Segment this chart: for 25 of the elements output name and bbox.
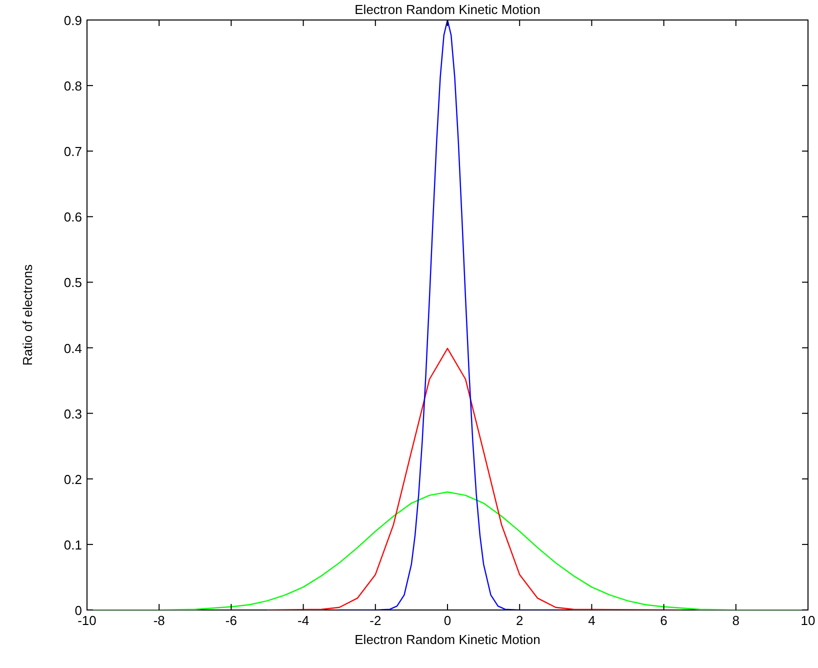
y-tick-label: 0.8 [64, 78, 82, 94]
x-tick-label: 10 [800, 613, 816, 628]
x-tick-label: -2 [370, 613, 382, 628]
y-tick-label: 0.2 [64, 472, 82, 487]
line-series [266, 348, 682, 610]
y-tick-label: 0.3 [64, 406, 82, 422]
y-axis-title: Ratio of electrons [20, 264, 35, 366]
x-tick-label: 4 [588, 613, 596, 628]
x-tick-label: 8 [732, 613, 740, 628]
y-tick-label: 0.6 [64, 210, 82, 225]
x-tick-label: -8 [153, 613, 165, 628]
x-tick-label: 6 [660, 613, 668, 628]
line-series [338, 19, 564, 610]
x-tick-label: -6 [225, 613, 237, 628]
y-tick-label: 0.7 [64, 144, 82, 160]
chart-title: Electron Random Kinetic Motion [354, 2, 540, 17]
y-tick-label: 0.1 [64, 537, 82, 552]
y-tick-label: 0.5 [64, 275, 82, 290]
y-tick-label: 0.4 [64, 340, 82, 356]
x-tick-label: 2 [516, 613, 524, 628]
y-tick-label: 0 [74, 603, 82, 618]
x-tick-label: 0 [444, 613, 452, 628]
y-tick-label: 0.9 [64, 13, 82, 28]
x-tick-label: -4 [298, 613, 310, 628]
x-axis-title: Electron Random Kinetic Motion [354, 632, 540, 647]
